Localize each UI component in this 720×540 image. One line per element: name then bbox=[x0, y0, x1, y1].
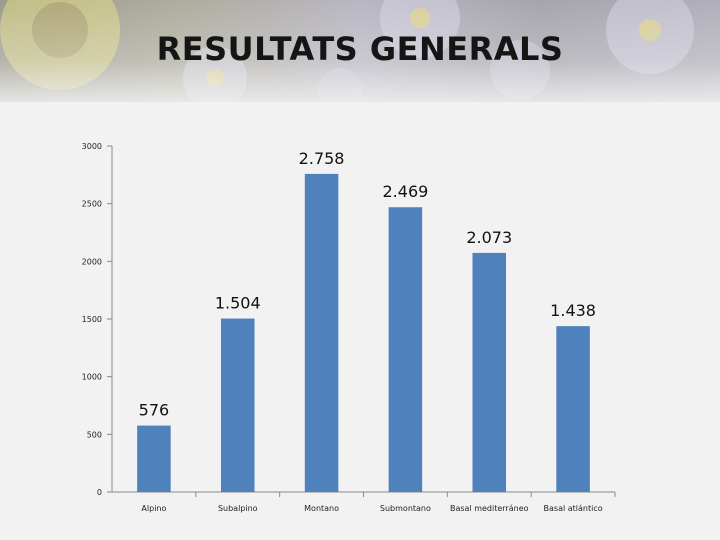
data-label-6: 1.438 bbox=[550, 301, 596, 320]
data-label-4: 2.469 bbox=[383, 182, 429, 201]
bar-1 bbox=[137, 425, 171, 492]
bar-5 bbox=[472, 252, 507, 492]
bar-3 bbox=[304, 173, 339, 493]
y-tick-label: 1500 bbox=[82, 315, 102, 324]
y-axis-ticks: 0 500 1000 1500 2000 2500 3000 bbox=[82, 142, 112, 497]
bar-2 bbox=[220, 318, 255, 492]
slide-title: RESULTATS GENERALS bbox=[156, 30, 564, 68]
data-label-5: 2.073 bbox=[466, 228, 512, 247]
y-tick-label: 0 bbox=[97, 488, 102, 497]
data-labels: 576 1.504 2.758 2.469 2.073 1.438 bbox=[139, 149, 596, 420]
data-label-1: 576 bbox=[139, 401, 170, 420]
y-tick-label: 3000 bbox=[82, 142, 102, 151]
category-label-3: Montano bbox=[304, 504, 339, 513]
banner-fade-overlay bbox=[0, 0, 720, 102]
bar-6 bbox=[556, 326, 590, 492]
category-label-1: Alpino bbox=[141, 504, 166, 513]
y-tick-label: 2500 bbox=[82, 200, 102, 209]
y-tick-label: 1000 bbox=[82, 373, 102, 382]
y-tick-label: 2000 bbox=[82, 257, 102, 266]
x-axis-labels: Alpino Subalpino Montano Submontano Basal me… bbox=[141, 504, 602, 513]
category-label-6: Basal atlántico bbox=[544, 504, 603, 513]
chart-bars bbox=[137, 173, 616, 497]
data-label-2: 1.504 bbox=[215, 294, 261, 313]
bar-4 bbox=[388, 207, 423, 492]
chart-axes bbox=[111, 146, 615, 493]
category-label-5: Basal mediterráneo bbox=[450, 504, 529, 513]
category-label-2: Subalpino bbox=[218, 504, 258, 513]
header-banner bbox=[0, 0, 720, 102]
y-tick-label: 500 bbox=[87, 430, 102, 439]
category-label-4: Submontano bbox=[380, 504, 431, 513]
data-label-3: 2.758 bbox=[299, 149, 345, 168]
